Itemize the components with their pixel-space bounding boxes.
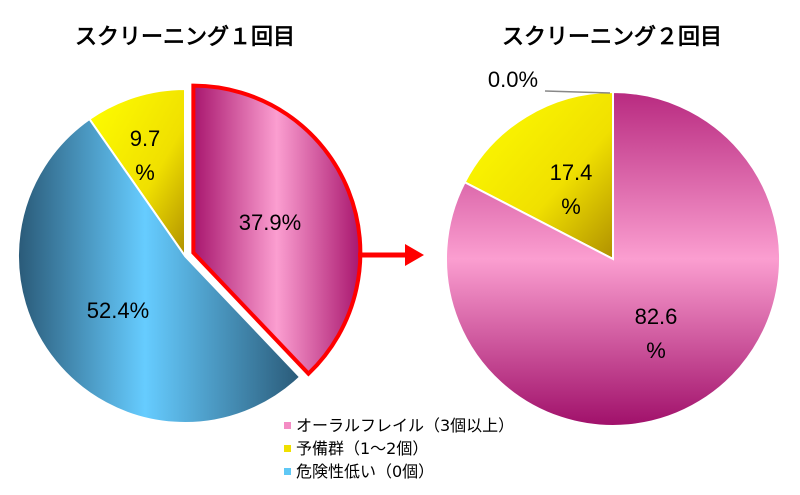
data-label-c1-yellow-value: 9.7 xyxy=(130,126,161,151)
data-label-c1-yellow-unit: % xyxy=(135,160,155,185)
pie-slice xyxy=(17,117,302,424)
data-label-c1-pink: 37.9% xyxy=(239,210,301,235)
data-label-c2-pink-unit: % xyxy=(646,338,666,363)
pie-slice xyxy=(191,83,363,377)
legend-label-oral-frail: オーラルフレイル（3個以上） xyxy=(296,416,514,435)
data-label-c2-pink-value: 82.6 xyxy=(635,304,678,329)
legend-label-reserve: 予備群（1～2個） xyxy=(296,439,428,458)
legend: オーラルフレイル（3個以上） 予備群（1～2個） 危険性低い（0個） xyxy=(284,416,514,481)
pie-slice xyxy=(88,87,186,260)
legend-label-low-risk: 危険性低い（0個） xyxy=(296,462,434,481)
legend-swatch-reserve xyxy=(284,445,291,452)
arrow-icon xyxy=(358,244,424,266)
chart2-title: スクリーニング２回目 xyxy=(502,24,722,50)
data-label-c2-yellow-unit: % xyxy=(561,194,581,219)
legend-swatch-oral-frail xyxy=(284,422,291,429)
pie-slice xyxy=(445,90,781,427)
data-label-c2-yellow-value: 17.4 xyxy=(550,160,593,185)
data-label-c2-blue: 0.0% xyxy=(488,67,538,92)
data-label-c1-blue: 52.4% xyxy=(87,298,149,323)
legend-swatch-low-risk xyxy=(284,468,291,475)
leader-line xyxy=(544,90,611,94)
pie-chart-1 xyxy=(17,83,363,424)
chart1-title: スクリーニング１回目 xyxy=(75,24,295,50)
pie-chart-2 xyxy=(445,90,781,427)
